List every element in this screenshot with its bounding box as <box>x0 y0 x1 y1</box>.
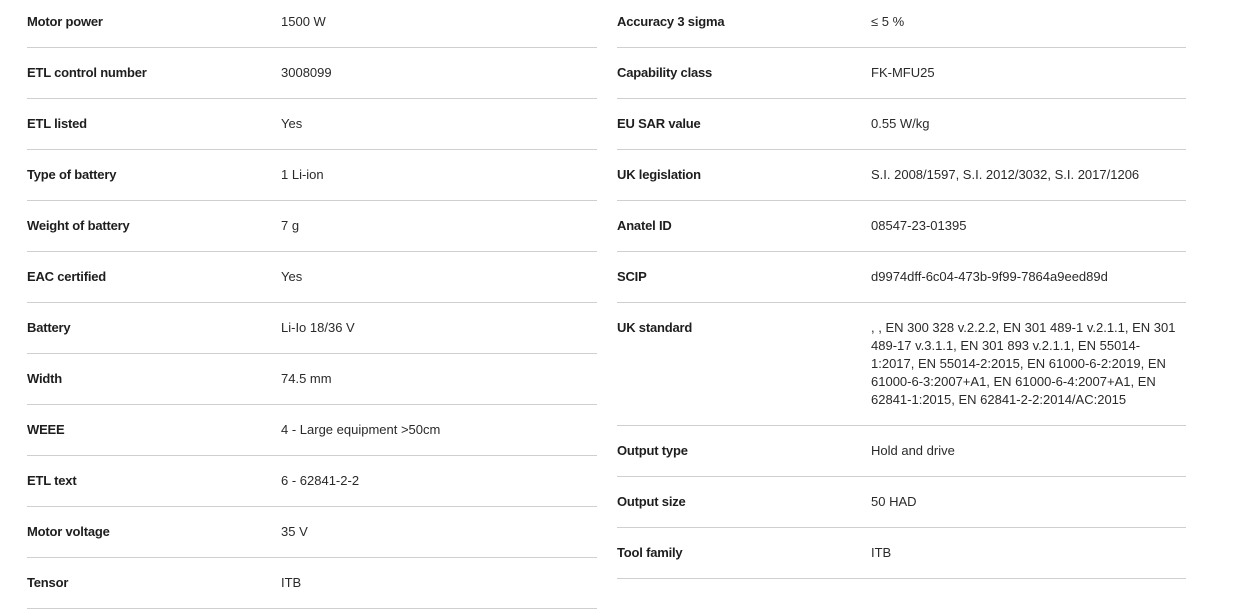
spec-label: Motor voltage <box>27 524 110 539</box>
spec-row: Motor power 1500 W <box>27 0 597 48</box>
spec-row: UK legislation S.I. 2008/1597, S.I. 2012/… <box>617 150 1186 201</box>
spec-label: Type of battery <box>27 167 117 182</box>
spec-table-left: Motor power 1500 W ETL control number 30080… <box>27 0 597 609</box>
spec-label: Width <box>27 371 62 386</box>
spec-label: ETL control number <box>27 65 147 80</box>
spec-label: SCIP <box>617 269 647 284</box>
spec-row: EAC certified Yes <box>27 252 597 303</box>
spec-value: 08547-23-01395 <box>871 218 967 233</box>
spec-label: EAC certified <box>27 269 107 284</box>
spec-label: EU SAR value <box>617 116 701 131</box>
spec-label: ETL listed <box>27 116 87 131</box>
spec-value: 1 Li-ion <box>281 167 324 182</box>
spec-label: Motor power <box>27 14 103 29</box>
spec-row: ETL text 6 - 62841-2-2 <box>27 456 597 507</box>
spec-value: 50 HAD <box>871 494 917 509</box>
spec-value: ≤ 5 % <box>871 14 905 29</box>
spec-value: FK-MFU25 <box>871 65 935 80</box>
spec-label: Output size <box>617 494 686 509</box>
spec-row: Anatel ID 08547-23-01395 <box>617 201 1186 252</box>
spec-label: Tool family <box>617 545 683 560</box>
spec-value: ITB <box>871 545 892 560</box>
spec-label: Output type <box>617 443 688 458</box>
spec-row: SCIP d9974dff-6c04-473b-9f99-7864a9eed89d <box>617 252 1186 303</box>
spec-value: 7 g <box>281 218 300 233</box>
spec-value: 0.55 W/kg <box>871 116 930 131</box>
spec-row: Output type Hold and drive <box>617 426 1186 477</box>
spec-row: Capability class FK-MFU25 <box>617 48 1186 99</box>
spec-value: ITB <box>281 575 302 590</box>
spec-row: Type of battery 1 Li-ion <box>27 150 597 201</box>
spec-table-right: Accuracy 3 sigma ≤ 5 % Capability class FK-… <box>617 0 1186 579</box>
spec-row: Motor voltage 35 V <box>27 507 597 558</box>
spec-value: d9974dff-6c04-473b-9f99-7864a9eed89d <box>871 269 1108 284</box>
spec-value: 4 - Large equipment >50cm <box>281 422 441 437</box>
spec-label: WEEE <box>27 422 65 437</box>
spec-value: S.I. 2008/1597, S.I. 2012/3032, S.I. 201… <box>871 167 1140 182</box>
spec-label: Battery <box>27 320 71 335</box>
spec-value: Yes <box>281 116 303 131</box>
spec-row: Accuracy 3 sigma ≤ 5 % <box>617 0 1186 48</box>
spec-value: 1500 W <box>281 14 326 29</box>
spec-row: Tool family ITB <box>617 528 1186 579</box>
spec-value: , , EN 300 328 v.2.2.2, EN 301 489-1 v.2… <box>871 320 1176 407</box>
spec-value: 74.5 mm <box>281 371 332 386</box>
spec-row: UK standard , , EN 300 328 v.2.2.2, EN 30… <box>617 303 1186 426</box>
spec-row: ETL control number 3008099 <box>27 48 597 99</box>
spec-label: Weight of battery <box>27 218 130 233</box>
spec-label: Tensor <box>27 575 69 590</box>
spec-label: UK standard <box>617 320 693 335</box>
spec-value: 6 - 62841-2-2 <box>281 473 360 488</box>
spec-row: Weight of battery 7 g <box>27 201 597 252</box>
spec-label: ETL text <box>27 473 77 488</box>
spec-value: Li-Io 18/36 V <box>281 320 355 335</box>
spec-row: Output size 50 HAD <box>617 477 1186 528</box>
spec-row: Width 74.5 mm <box>27 354 597 405</box>
spec-row: WEEE 4 - Large equipment >50cm <box>27 405 597 456</box>
spec-row: ETL listed Yes <box>27 99 597 150</box>
spec-value: Hold and drive <box>871 443 955 458</box>
spec-label: Anatel ID <box>617 218 672 233</box>
spec-label: UK legislation <box>617 167 701 182</box>
spec-value: 3008099 <box>281 65 332 80</box>
spec-row: EU SAR value 0.55 W/kg <box>617 99 1186 150</box>
spec-label: Accuracy 3 sigma <box>617 14 725 29</box>
spec-row: Tensor ITB <box>27 558 597 609</box>
spec-value: Yes <box>281 269 303 284</box>
spec-value: 35 V <box>281 524 308 539</box>
spec-label: Capability class <box>617 65 713 80</box>
spec-row: Battery Li-Io 18/36 V <box>27 303 597 354</box>
